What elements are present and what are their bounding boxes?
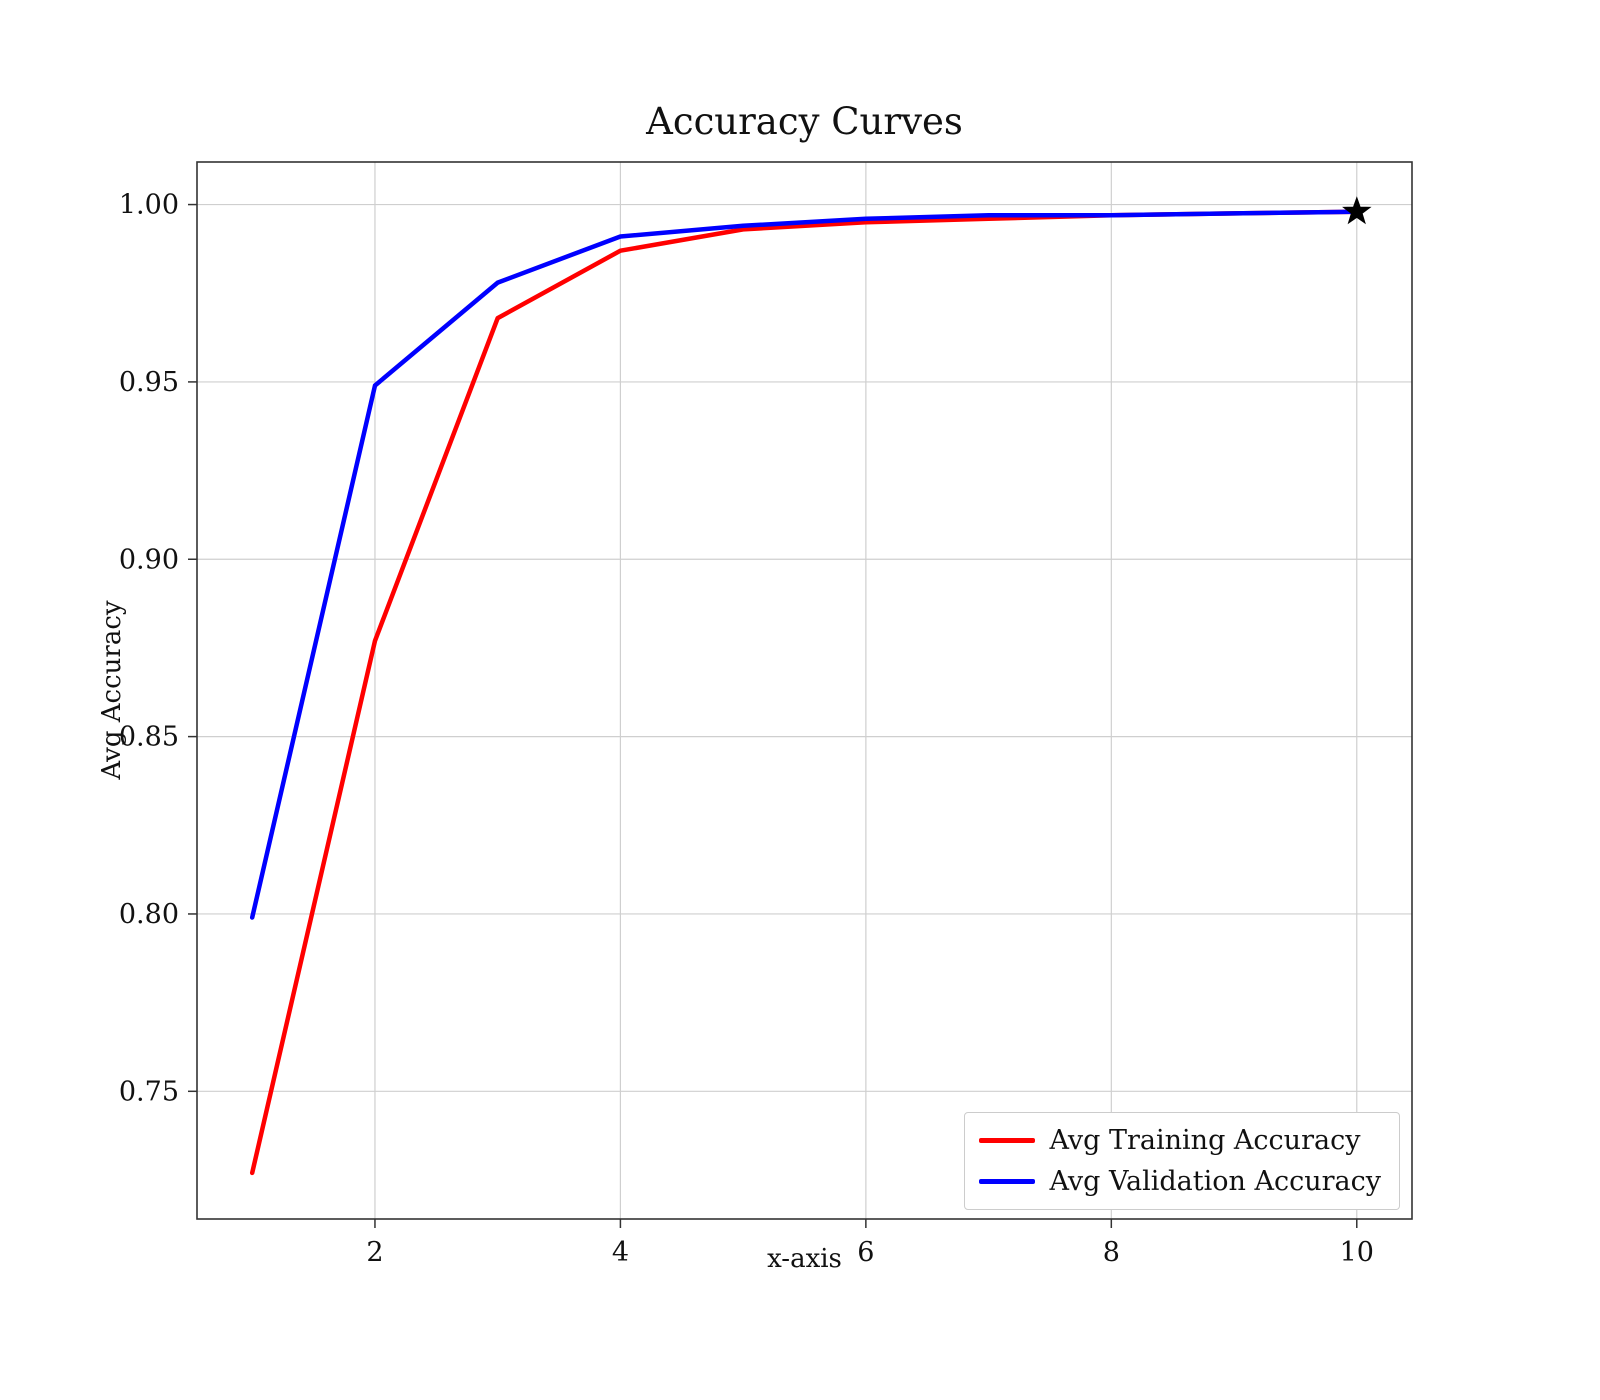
legend-item-validation: Avg Validation Accuracy (979, 1166, 1381, 1197)
x-tick-label: 2 (366, 1237, 383, 1268)
x-tick-label: 8 (1103, 1237, 1120, 1268)
series-line-0 (249, 209, 1360, 1176)
legend-line-sample-training (979, 1138, 1036, 1143)
chart-title: Accuracy Curves (646, 100, 963, 143)
y-tick-label: 1.00 (119, 190, 179, 221)
legend-label-validation: Avg Validation Accuracy (1049, 1166, 1381, 1197)
x-tick-label: 6 (857, 1237, 874, 1268)
y-tick-label: 0.75 (119, 1076, 179, 1107)
legend-line-sample-validation (979, 1179, 1036, 1184)
y-tick-label: 0.95 (119, 367, 179, 398)
legend: Avg Training Accuracy Avg Validation Acc… (964, 1112, 1400, 1210)
axes-box (196, 161, 1413, 1220)
legend-label-training: Avg Training Accuracy (1049, 1125, 1361, 1156)
legend-item-training: Avg Training Accuracy (979, 1125, 1381, 1156)
x-tick-label: 10 (1340, 1237, 1374, 1268)
series-line-1 (249, 209, 1360, 920)
y-tick-label: 0.85 (119, 722, 179, 753)
y-axis-label: Avg Accuracy (97, 600, 127, 780)
x-axis-label: x-axis (767, 1244, 842, 1274)
final-point-star-marker (1342, 196, 1372, 225)
y-tick-label: 0.90 (119, 544, 179, 575)
y-tick-label: 0.80 (119, 899, 179, 930)
x-tick-label: 4 (612, 1237, 629, 1268)
